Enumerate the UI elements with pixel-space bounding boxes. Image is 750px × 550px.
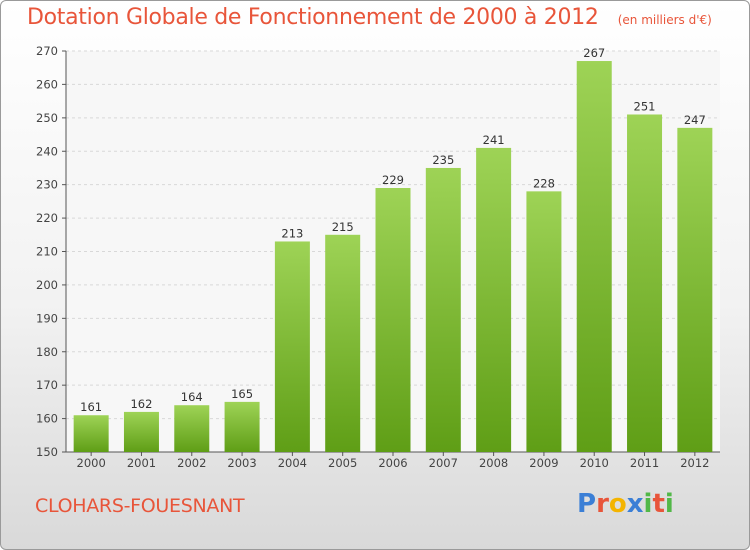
- y-tick-label: 210: [36, 245, 58, 259]
- proxiti-logo[interactable]: Proxiti: [577, 489, 674, 519]
- bar[interactable]: [123, 411, 159, 452]
- bar[interactable]: [677, 127, 713, 452]
- bars: [73, 61, 713, 453]
- chart-unit: (en milliers d'€): [617, 13, 712, 27]
- bar-value-label: 165: [231, 387, 253, 401]
- bar-value-label: 251: [634, 99, 656, 113]
- logo-letter: i: [643, 489, 653, 519]
- bar-value-label: 164: [181, 390, 203, 404]
- y-tick-label: 150: [36, 445, 58, 459]
- bar-value-label: 215: [332, 220, 354, 234]
- logo-letter: x: [626, 489, 644, 519]
- bar[interactable]: [224, 401, 260, 452]
- title-row: Dotation Globale de Fonctionnement de 20…: [27, 5, 712, 30]
- y-tick-label: 240: [36, 144, 58, 158]
- x-tick-label: 2000: [77, 456, 106, 470]
- y-tick-label: 200: [36, 278, 58, 292]
- bar[interactable]: [325, 234, 361, 452]
- bar[interactable]: [375, 188, 411, 452]
- x-tick-label: 2003: [227, 456, 256, 470]
- bar[interactable]: [274, 241, 310, 452]
- bar-value-label: 229: [382, 173, 404, 187]
- y-tick-label: 260: [36, 77, 58, 91]
- tick-labels: 150 160 170 180 190 200 210 220 230 240 250 260 270 2…: [36, 44, 709, 470]
- y-tick-label: 250: [36, 111, 58, 125]
- y-tick-label: 170: [36, 378, 58, 392]
- x-tick-label: 2010: [580, 456, 609, 470]
- bar-value-label: 235: [432, 153, 454, 167]
- x-tick-label: 2001: [127, 456, 156, 470]
- bar[interactable]: [425, 167, 461, 453]
- x-tick-label: 2004: [278, 456, 307, 470]
- bar-value-label: 241: [483, 133, 505, 147]
- bar[interactable]: [174, 405, 210, 452]
- logo-letter: t: [652, 489, 665, 519]
- bar-value-label: 213: [281, 226, 303, 240]
- y-tick-label: 160: [36, 412, 58, 426]
- x-tick-label: 2008: [479, 456, 508, 470]
- y-tick-label: 190: [36, 311, 58, 325]
- x-tick-label: 2012: [680, 456, 709, 470]
- y-tick-label: 220: [36, 211, 58, 225]
- logo-letter: o: [608, 489, 627, 519]
- commune-name: CLOHARS-FOUESNANT: [35, 495, 245, 517]
- value-labels: 161 162 164 165 213 215 229 235 241 228 267 251 247: [80, 46, 706, 414]
- x-tick-label: 2002: [177, 456, 206, 470]
- x-tick-label: 2011: [630, 456, 659, 470]
- y-tick-label: 230: [36, 178, 58, 192]
- bar[interactable]: [476, 147, 512, 453]
- bar-value-label: 228: [533, 176, 555, 190]
- bar[interactable]: [526, 191, 562, 452]
- bar-value-label: 161: [80, 400, 102, 414]
- bar-value-label: 247: [684, 113, 706, 127]
- x-tick-label: 2005: [328, 456, 357, 470]
- x-tick-label: 2006: [378, 456, 407, 470]
- logo-letter: r: [596, 489, 609, 519]
- y-tick-label: 180: [36, 345, 58, 359]
- x-tick-label: 2009: [529, 456, 558, 470]
- logo-letter: i: [664, 489, 674, 519]
- bar[interactable]: [73, 415, 109, 452]
- logo-letter: P: [577, 489, 597, 519]
- bar[interactable]: [576, 61, 612, 453]
- chart-title: Dotation Globale de Fonctionnement de 20…: [27, 5, 599, 30]
- bar-value-label: 162: [130, 397, 152, 411]
- x-tick-label: 2007: [429, 456, 458, 470]
- bar[interactable]: [627, 114, 663, 452]
- y-tick-label: 270: [36, 44, 58, 58]
- bar-value-label: 267: [583, 46, 605, 60]
